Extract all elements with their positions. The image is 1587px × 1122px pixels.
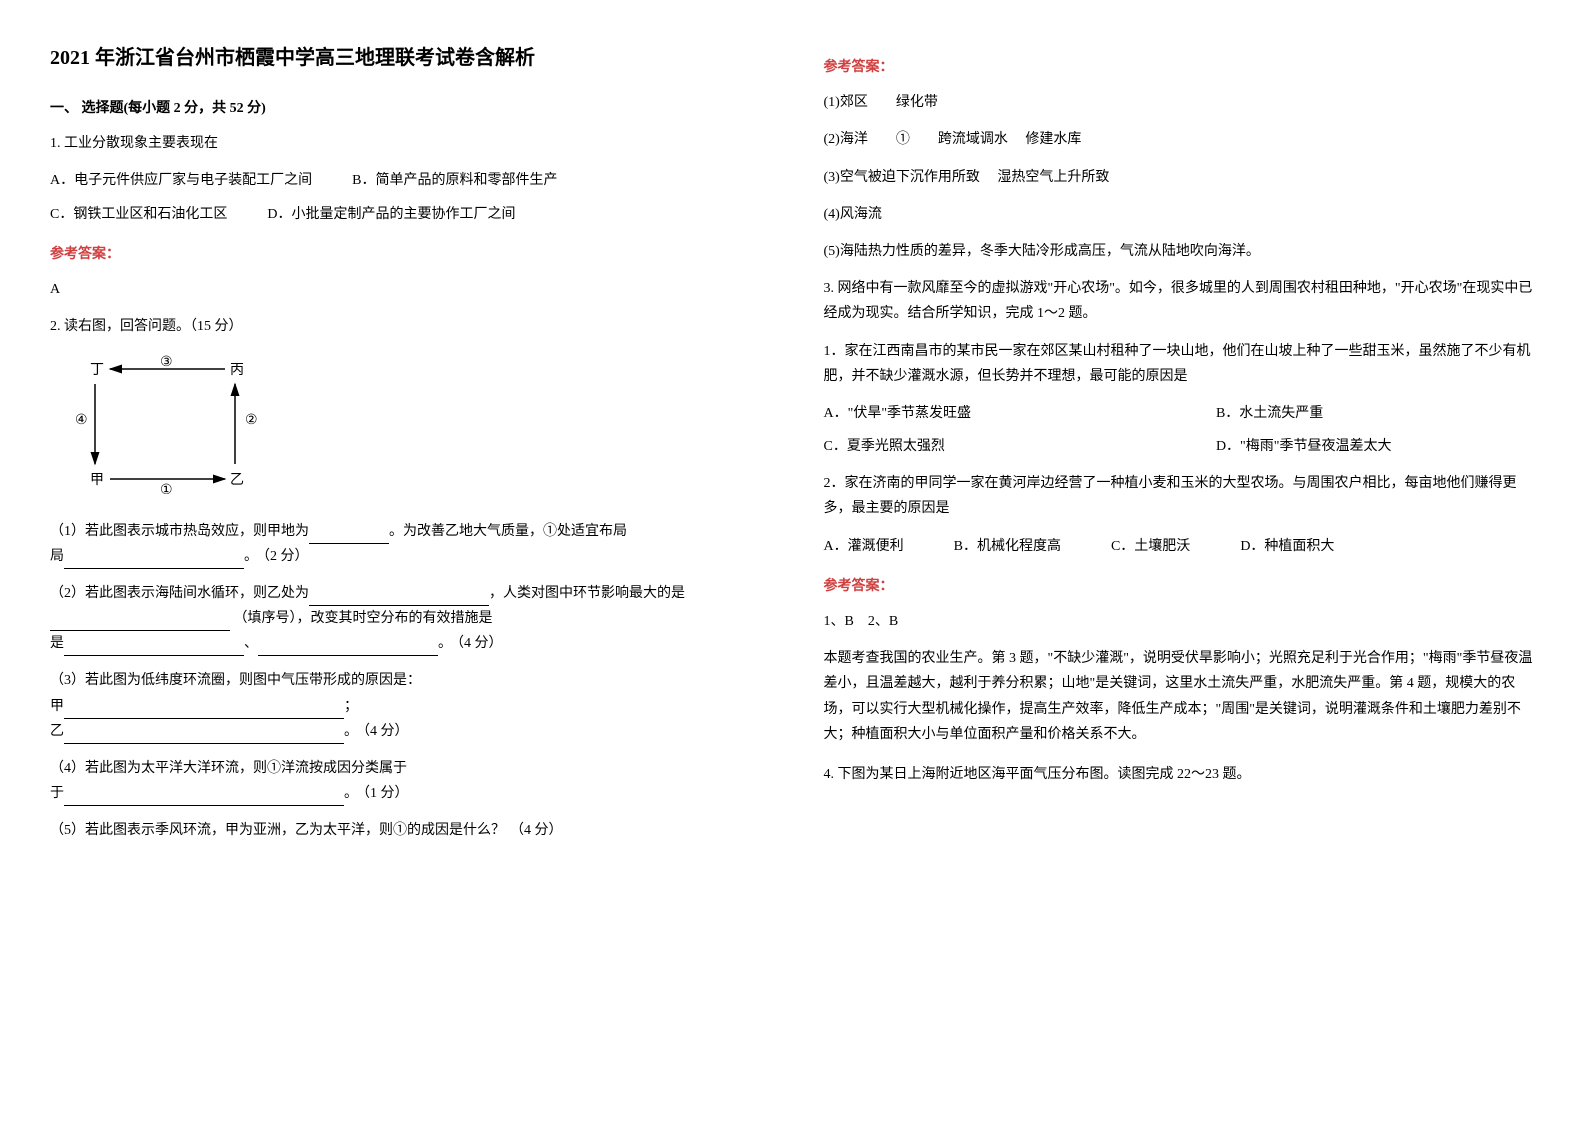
- q2-sub2-a: （2）若此图表示海陆间水循环，则乙处为: [50, 586, 309, 601]
- blank: [64, 555, 244, 569]
- question-3: 3. 网络中有一款风靡至今的虚拟游戏"开心农场"。如今，很多城里的人到周围农村租…: [824, 276, 1538, 559]
- q4-stem: 4. 下图为某日上海附近地区海平面气压分布图。读图完成 22～23 题。: [824, 762, 1538, 787]
- question-2: 2. 读右图，回答问题。（15 分） 丁 丙 甲 乙 ③: [50, 314, 764, 843]
- q2-sub4-b: 。: [344, 786, 358, 801]
- q3-q1-opt-c: C．夏季光照太强烈: [824, 434, 945, 459]
- q2-ans3: (3)空气被迫下沉作用所致 湿热空气上升所致: [824, 165, 1538, 190]
- q2-sub2-c: （填序号），改变其时空分布的有效措施是: [234, 611, 493, 626]
- q3-intro: 3. 网络中有一款风靡至今的虚拟游戏"开心农场"。如今，很多城里的人到周围农村租…: [824, 276, 1538, 326]
- q2-sub5: （5）若此图表示季风环流，甲为亚洲，乙为太平洋，则①的成因是什么？ （4 分）: [50, 818, 764, 843]
- blank: [64, 642, 244, 656]
- q2-sub2-d: 、: [244, 636, 258, 651]
- cycle-diagram: 丁 丙 甲 乙 ③ ④: [70, 354, 744, 503]
- q2-sub1-a: （1）若此图表示城市热岛效应，则甲地为: [50, 524, 309, 539]
- q3-q1-opt-d: D．"梅雨"季节昼夜温差太大: [1216, 434, 1537, 459]
- q2-score2: （4 分）: [457, 636, 503, 651]
- q2-sub1-b: 。为改善乙地大气质量，①处适宜布局: [389, 524, 627, 539]
- answer-label-3: 参考答案：: [824, 574, 1538, 599]
- q2-sub5-text: （5）若此图表示季风环流，甲为亚洲，乙为太平洋，则①的成因是什么？: [50, 823, 505, 838]
- node-bing: 丙: [230, 363, 244, 378]
- q3-q1-stem: 1．家在江西南昌市的某市民一家在郊区某山村租种了一块山地，他们在山坡上种了一些甜…: [824, 339, 1538, 389]
- q1-options-row1: A．电子元件供应厂家与电子装配工厂之间 B．简单产品的原料和零部件生产: [50, 168, 764, 193]
- q3-q2-row: A．灌溉便利 B．机械化程度高 C．土壤肥沃 D．种植面积大: [824, 534, 1538, 559]
- q3-q2-stem: 2．家在济南的甲同学一家在黄河岸边经营了一种植小麦和玉米的大型农场。与周围农户相…: [824, 471, 1538, 521]
- q3-q2-opt-b: B．机械化程度高: [954, 534, 1061, 559]
- q3-answer: 1、B 2、B: [824, 609, 1538, 634]
- right-column: 参考答案： (1)郊区 绿化带 (2)海洋 ① 跨流域调水 修建水库 (3)空气…: [824, 40, 1538, 859]
- q1-opt-a: A．电子元件供应厂家与电子装配工厂之间: [50, 168, 312, 193]
- left-column: 2021 年浙江省台州市栖霞中学高三地理联考试卷含解析 一、 选择题(每小题 2…: [50, 40, 764, 859]
- q2-sub1-c: 。: [244, 549, 258, 564]
- q2-score5: （4 分）: [510, 823, 563, 838]
- q2-ans1: (1)郊区 绿化带: [824, 90, 1538, 115]
- q3-q2-opt-d: D．种植面积大: [1240, 534, 1334, 559]
- blank: [64, 792, 344, 806]
- blank: [309, 530, 389, 544]
- blank: [258, 642, 438, 656]
- q2-sub2: （2）若此图表示海陆间水循环，则乙处为 ，人类对图中环节影响最大的是 （填序号），…: [50, 581, 764, 657]
- node-yi: 乙: [230, 472, 244, 488]
- q2-sub4-line2: 于: [50, 786, 64, 801]
- q2-sub3-a: （3）若此图为低纬度环流圈，则图中气压带形成的原因是：: [50, 673, 421, 688]
- q2-stem: 2. 读右图，回答问题。（15 分）: [50, 314, 764, 339]
- label-circ4: ④: [75, 413, 88, 428]
- node-ding: 丁: [90, 363, 104, 378]
- q1-stem: 1. 工业分散现象主要表现在: [50, 131, 764, 156]
- q1-opt-b: B．简单产品的原料和零部件生产: [352, 168, 557, 193]
- answer-label-2: 参考答案：: [824, 55, 1538, 80]
- q2-sub2-e: 。: [438, 636, 452, 651]
- q3-q1-row2: C．夏季光照太强烈 D．"梅雨"季节昼夜温差太大: [824, 434, 1538, 459]
- q2-sub2-line3: 是: [50, 636, 64, 651]
- label-circ1: ①: [160, 483, 173, 494]
- question-1: 1. 工业分散现象主要表现在 A．电子元件供应厂家与电子装配工厂之间 B．简单产…: [50, 131, 764, 227]
- q1-answer: A: [50, 277, 764, 302]
- q2-sub3-d: 乙: [50, 724, 64, 739]
- q1-opt-d: D．小批量定制产品的主要协作工厂之间: [267, 202, 515, 227]
- q2-sub3-e: 。: [344, 724, 358, 739]
- q3-q1-opt-a: A．"伏旱"季节蒸发旺盛: [824, 401, 972, 426]
- label-circ2: ②: [245, 413, 258, 428]
- q1-options-row2: C．钢铁工业区和石油化工区 D．小批量定制产品的主要协作工厂之间: [50, 202, 764, 227]
- q2-score3: （4 分）: [363, 724, 409, 739]
- q2-score1: （2 分）: [263, 549, 309, 564]
- q2-sub1: （1）若此图表示城市热岛效应，则甲地为 。为改善乙地大气质量，①处适宜布局 局 。 （…: [50, 519, 764, 569]
- q2-sub3-b: 甲: [50, 699, 64, 714]
- blank: [64, 730, 344, 744]
- q2-sub3: （3）若此图为低纬度环流圈，则图中气压带形成的原因是： 甲 ； 乙 。 （4 分）: [50, 668, 764, 744]
- q2-score4: （1 分）: [363, 786, 409, 801]
- q2-sub4: （4）若此图为太平洋大洋环流，则①洋流按成因分类属于 于 。 （1 分）: [50, 756, 764, 806]
- exam-title: 2021 年浙江省台州市栖霞中学高三地理联考试卷含解析: [50, 40, 764, 76]
- q3-q2-opt-c: C．土壤肥沃: [1111, 534, 1190, 559]
- q3-analysis: 本题考查我国的农业生产。第 3 题，"不缺少灌溉"，说明受伏旱影响小；光照充足利…: [824, 646, 1538, 747]
- q2-ans5: (5)海陆热力性质的差异，冬季大陆冷形成高压，气流从陆地吹向海洋。: [824, 239, 1538, 264]
- q1-opt-c: C．钢铁工业区和石油化工区: [50, 202, 227, 227]
- q2-sub3-c: ；: [344, 699, 358, 714]
- q2-sub4-a: （4）若此图为太平洋大洋环流，则①洋流按成因分类属于: [50, 761, 407, 776]
- q2-ans4: (4)风海流: [824, 202, 1538, 227]
- section1-header: 一、 选择题(每小题 2 分，共 52 分): [50, 96, 764, 121]
- blank: [309, 592, 489, 606]
- q3-q2-opt-a: A．灌溉便利: [824, 534, 904, 559]
- blank: [50, 617, 230, 631]
- q2-sub2-b: ，人类对图中环节影响最大的是: [489, 586, 685, 601]
- q3-q1-row1: A．"伏旱"季节蒸发旺盛 B．水土流失严重: [824, 401, 1538, 426]
- q3-q1-opt-b: B．水土流失严重: [1216, 401, 1537, 426]
- blank: [64, 705, 344, 719]
- answer-label-1: 参考答案：: [50, 242, 764, 267]
- q2-ans2: (2)海洋 ① 跨流域调水 修建水库: [824, 127, 1538, 152]
- node-jia: 甲: [90, 473, 104, 488]
- q2-sub1-blank-line: 局: [50, 549, 64, 564]
- label-circ3: ③: [160, 355, 173, 370]
